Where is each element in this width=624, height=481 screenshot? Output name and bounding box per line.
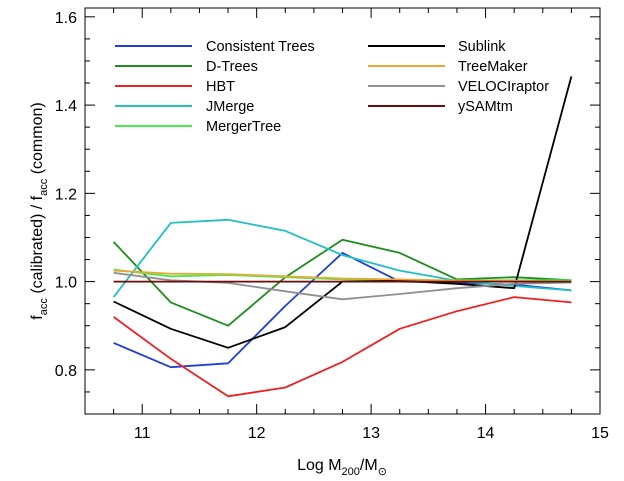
y-tick-label: 1.0 — [55, 275, 77, 292]
ticks-layer: 11 12 13 14 15 0.8 1.0 1.2 1.4 1.6 — [55, 8, 609, 442]
x-tick-label: 14 — [477, 425, 495, 442]
legend-label: D-Trees — [206, 59, 258, 75]
y-tick-label: 0.8 — [55, 363, 77, 380]
legend-label: VELOCIraptor — [458, 79, 549, 95]
x-tick-label: 13 — [362, 425, 380, 442]
series-layer — [112, 76, 573, 398]
x-tick-label: 12 — [248, 425, 266, 442]
series-line-d-trees — [112, 238, 572, 327]
series-line-jmerge — [112, 218, 572, 298]
y-tick-label: 1.2 — [55, 186, 77, 203]
y-tick-label: 1.4 — [55, 98, 77, 115]
x-tick-label: 15 — [591, 425, 609, 442]
legend-label: JMerge — [206, 99, 254, 115]
legend-label: Consistent Trees — [206, 39, 315, 55]
legend: Consistent Trees D-Trees HBT JMerge MergerTr… — [115, 39, 549, 135]
series-line-consistent-trees — [113, 251, 572, 369]
y-axis-label: facc (calibrated) / facc (common) — [29, 102, 50, 319]
x-tick-label: 11 — [134, 425, 151, 442]
y-tick-label: 1.6 — [55, 10, 77, 27]
series-line-hbt — [113, 296, 572, 398]
legend-label: Sublink — [458, 39, 506, 55]
legend-label: MergerTree — [206, 119, 281, 135]
x-axis-label: Log M200/M⊙ — [297, 457, 387, 478]
legend-label: HBT — [206, 79, 235, 95]
legend-label: TreeMaker — [458, 59, 528, 75]
legend-label: ySAMtm — [458, 99, 513, 115]
